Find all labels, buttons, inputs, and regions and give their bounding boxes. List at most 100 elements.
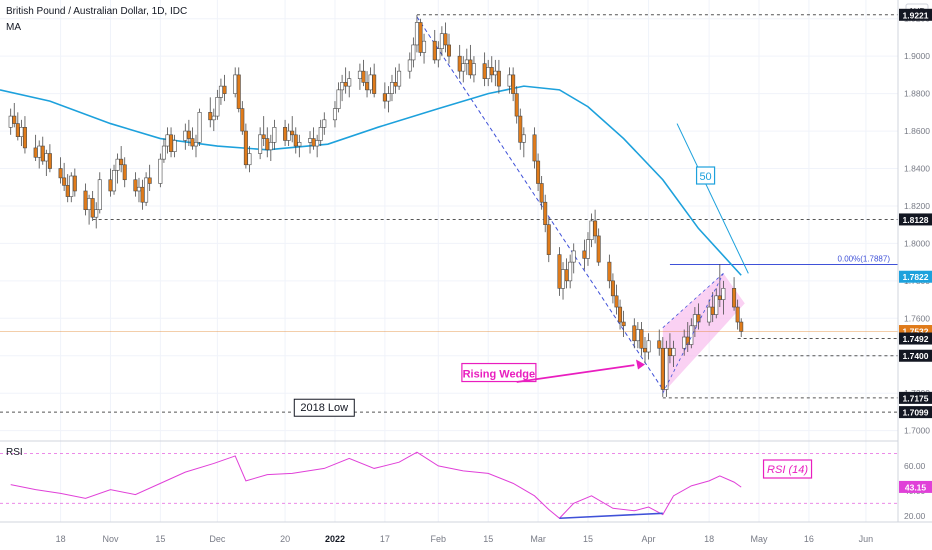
candle-body [682,336,687,349]
candle-body [443,33,448,46]
candle-body [607,261,612,282]
candle-body [265,138,270,151]
x-tick-label: 18 [56,534,66,544]
candle-body [664,347,669,390]
candle-body [108,179,113,192]
candle-body [37,145,42,158]
candle-body [158,158,163,184]
price-label-bg [899,391,932,404]
x-tick-label: Mar [530,534,546,544]
candle-body [689,325,694,345]
candle-body [671,347,676,357]
candle-body [514,93,519,117]
candle-body [97,179,102,211]
candle-body [557,254,562,289]
candle-body [8,115,13,128]
y-tick-label: 1.7600 [904,313,930,323]
candle-body [457,55,462,72]
candle-body [236,74,241,109]
candle-body [561,269,566,289]
candle-body [140,186,145,203]
price-label-bg [899,8,932,21]
candle-body [696,314,701,323]
candle-body [197,112,202,143]
candle-body [215,97,220,117]
candle-body [233,74,238,94]
candle-body [222,85,227,94]
price-label: 1.8128 [903,215,929,225]
x-tick-label: 15 [483,534,493,544]
candle-body [585,239,590,259]
candle-body [707,306,712,323]
candle-body [386,93,391,102]
candle-body [365,82,370,91]
candle-body [172,140,177,152]
candle-body [546,224,551,255]
candle-body [511,74,516,94]
candle-body [389,82,394,94]
candle-body [589,220,594,240]
candle-body [621,321,626,327]
candle-body [418,22,423,53]
candle-body [340,82,345,91]
candle-body [361,70,366,83]
price-label: 1.7175 [903,393,929,403]
candle-body [639,329,644,349]
price-label-bg [899,406,932,419]
candle-body [69,175,74,197]
candle-body [15,123,20,137]
candle-body [247,153,252,166]
candle-body [218,85,223,98]
candle-body [646,340,651,353]
candle-body [19,127,24,137]
low-label: 2018 Low [300,402,348,414]
rsi-label-box [762,459,813,479]
candle-body [482,63,487,79]
candle-body [518,115,523,143]
candle-body [161,145,166,160]
candle-body [322,119,327,128]
x-tick-label: Apr [642,534,656,544]
candle-body [268,141,273,151]
candle-body [22,127,27,149]
candle-body [308,138,313,143]
candle-body [382,93,387,102]
y-tick-label: 1.8600 [904,126,930,136]
wedge-label-box [461,362,537,383]
candle-body [90,198,95,218]
candle-body [258,134,263,154]
price-label: 1.7400 [903,351,929,361]
candle-body [347,78,352,87]
candle-body [593,220,598,237]
candle-body [496,70,501,87]
x-tick-label: 16 [804,534,814,544]
x-tick-label: Nov [102,534,119,544]
x-tick-label: 20 [280,534,290,544]
candle-body [190,138,195,147]
rsi-label: RSI (14) [767,464,808,476]
candle-body [33,147,38,158]
candle-body [486,67,491,79]
x-tick-label: 15 [155,534,165,544]
candle-body [571,250,576,263]
wedge-arrow [516,364,635,383]
candle-body [47,153,52,169]
candle-body [290,130,295,136]
candle-body [115,158,120,171]
candle-body [65,185,70,197]
rsi-tick-label: 20.00 [904,511,926,521]
candle-body [169,134,174,152]
y-tick-label: 1.8200 [904,201,930,211]
candle-body [211,115,216,121]
candle-body [136,186,141,192]
ma-label: 50 [699,171,711,183]
candle-body [372,74,377,94]
candle-body [618,306,623,323]
candle-body [436,48,441,61]
candle-body [717,295,722,300]
candle-body [692,314,697,327]
candle-body [12,115,17,124]
candle-body [315,140,320,147]
price-label-bg [899,332,932,345]
